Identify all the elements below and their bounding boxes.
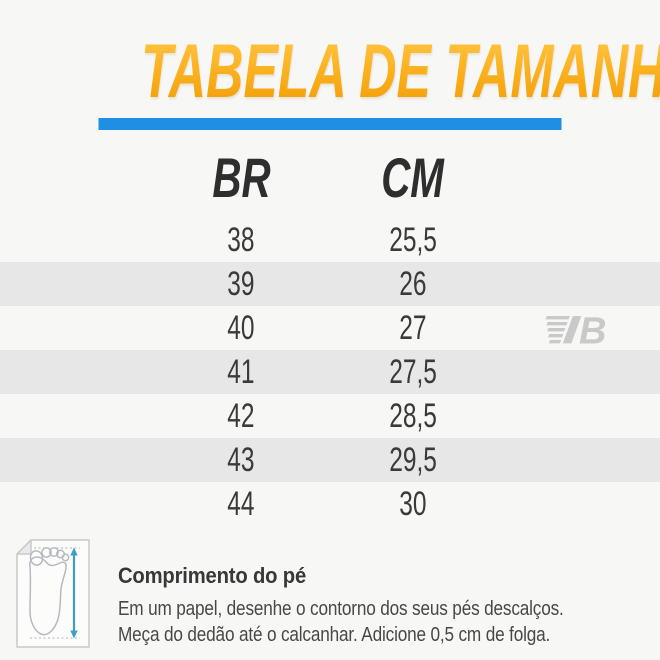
br-size-cell: 44 xyxy=(227,485,255,523)
measuring-text-block: Comprimento do pé Em um papel, desenhe o… xyxy=(118,563,636,648)
new-balance-nb-mark-icon: B xyxy=(545,311,606,351)
cm-size-cell: 27 xyxy=(399,309,427,347)
table-row: 39 26 xyxy=(0,262,660,306)
cm-size-cell: 28,5 xyxy=(389,397,437,435)
measuring-instructions: Comprimento do pé Em um papel, desenhe o… xyxy=(10,536,650,652)
cm-size-cell: 29,5 xyxy=(389,441,437,479)
measuring-heading: Comprimento do pé xyxy=(118,563,307,588)
instruction-line-2: Meça do dedão até o calcanhar. Adicione … xyxy=(118,624,551,646)
page-title-text: TABELA DE TAMANHOS xyxy=(141,28,660,115)
table-header: BR CM B new balance xyxy=(0,146,660,369)
br-size-cell: 40 xyxy=(227,309,255,347)
cm-size-cell: 27,5 xyxy=(389,353,437,391)
cm-size-cell: 25,5 xyxy=(389,221,437,259)
table-row: 40 27 xyxy=(0,306,660,350)
foot-measure-icon xyxy=(16,539,90,648)
table-row: 43 29,5 xyxy=(0,438,660,482)
br-size-cell: 39 xyxy=(227,265,255,303)
table-row: 44 30 xyxy=(0,482,660,526)
table-row: 41 27,5 xyxy=(0,350,660,394)
page-title: TABELA DE TAMANHOS xyxy=(0,28,660,115)
br-size-cell: 43 xyxy=(227,441,255,479)
title-underline-bar xyxy=(98,118,562,130)
instruction-line-1: Em um papel, desenhe o contorno dos seus… xyxy=(118,598,564,620)
br-size-cell: 41 xyxy=(227,353,255,391)
cm-size-cell: 30 xyxy=(399,485,427,523)
table-row: 38 25,5 xyxy=(0,218,660,262)
measuring-instructions-text: Em um papel, desenhe o contorno dos seus… xyxy=(118,596,636,648)
cm-size-cell: 26 xyxy=(399,265,427,303)
measure-arrow xyxy=(70,547,78,639)
table-row: 42 28,5 xyxy=(0,394,660,438)
svg-text:B: B xyxy=(579,311,606,351)
size-table: 38 25,5 39 26 40 27 41 27,5 42 28,5 43 2… xyxy=(0,218,660,526)
column-header-cm: CM xyxy=(381,146,445,209)
br-size-cell: 38 xyxy=(227,221,255,259)
br-size-cell: 42 xyxy=(227,397,255,435)
column-header-br: BR xyxy=(211,146,271,209)
